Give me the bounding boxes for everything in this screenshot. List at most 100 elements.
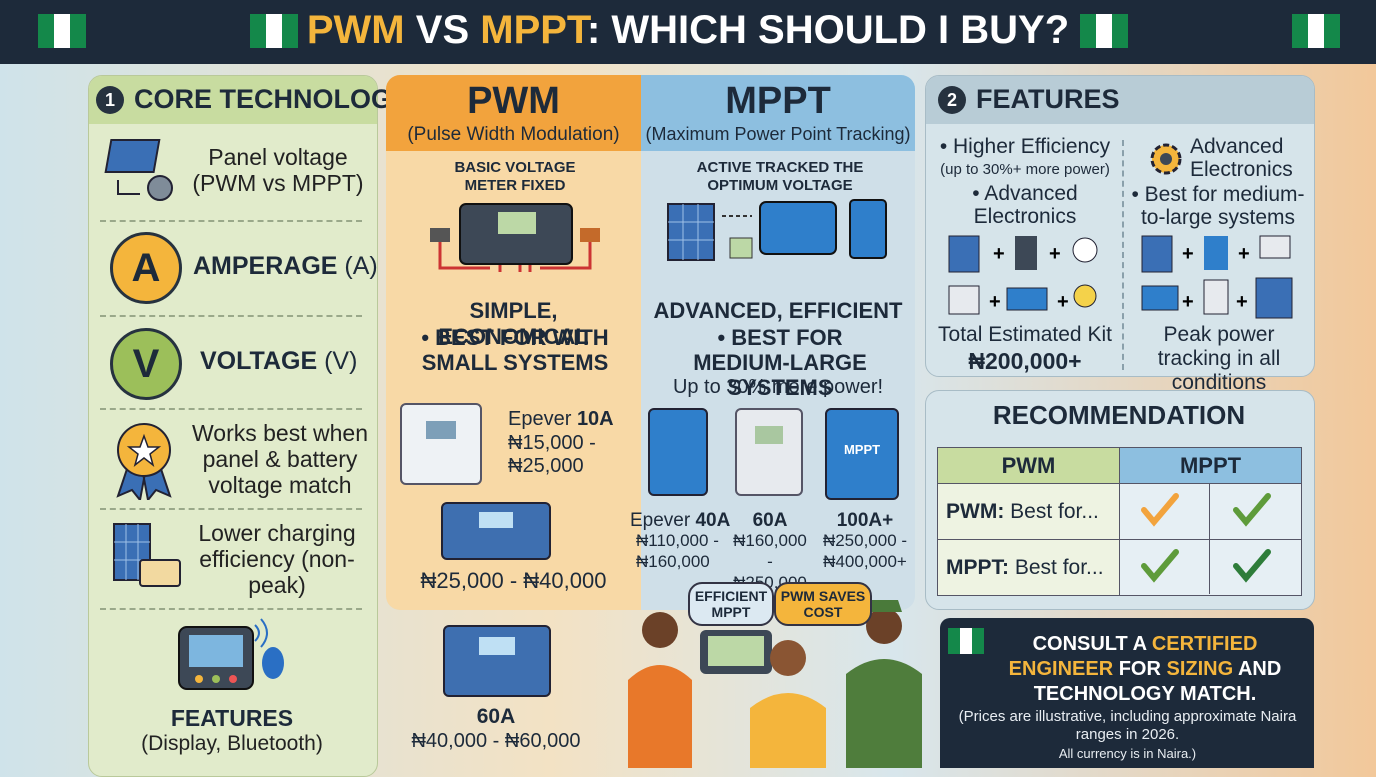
item-unit: (A) xyxy=(344,252,378,280)
item-title: FEATURES xyxy=(170,705,294,731)
speech-bubble: PWM SAVES COST xyxy=(774,582,872,626)
feature-text: • Higher Efficiency xyxy=(939,135,1111,158)
item-text: (Display, Bluetooth) xyxy=(141,732,323,755)
item-unit: (V) xyxy=(324,347,358,375)
badge-icon xyxy=(116,423,172,500)
rating: 60A xyxy=(752,510,788,531)
header-bar xyxy=(0,0,1376,64)
diagram-label: ACTIVE TRACKED THE OPTIMUM VOLTAGE xyxy=(696,159,864,194)
column-header: PWM xyxy=(937,447,1120,484)
pwm-diagram xyxy=(430,203,600,272)
price: ₦40,000 - ₦60,000 xyxy=(411,730,581,752)
row-label-text: Best for... xyxy=(1010,500,1099,523)
feature-text: Advanced Electronics xyxy=(1190,135,1293,181)
row-label-bold: PWM: xyxy=(946,500,1005,523)
amperage-icon: A xyxy=(110,232,182,304)
title-part: MPPT xyxy=(480,8,587,52)
consult-part: SIZING xyxy=(1166,658,1234,680)
svg-text:+: + xyxy=(993,243,1005,265)
mppt-title: MPPT xyxy=(725,80,831,122)
section-title: FEATURES xyxy=(976,84,1120,114)
cell xyxy=(1119,483,1302,540)
product-name: Epever 10A xyxy=(508,408,614,431)
peak-text: Peak power tracking in all conditions xyxy=(1157,323,1281,394)
charging-icon xyxy=(113,523,181,587)
svg-text:+: + xyxy=(1049,243,1061,265)
item-text: Works best when panel & battery voltage … xyxy=(192,420,368,498)
consult-text: CONSULT A CERTIFIED ENGINEER FOR SIZING … xyxy=(985,632,1305,707)
mppt-device xyxy=(735,408,803,496)
recommendation-title: RECOMMENDATION xyxy=(992,400,1246,430)
cell xyxy=(1119,539,1302,596)
item-text: Lower charging efficiency (non-peak) xyxy=(198,520,356,598)
row-label-bold: MPPT: xyxy=(946,556,1009,579)
item-text: VOLTAGE (V) xyxy=(200,347,357,376)
rating: 60A xyxy=(476,705,516,728)
kit-price: ₦200,000+ xyxy=(968,348,1082,374)
device-screen xyxy=(479,512,513,528)
flag xyxy=(1292,14,1340,48)
feature-text: • Best for medium-to-large systems xyxy=(1131,183,1305,229)
svg-text:+: + xyxy=(1238,243,1250,265)
pwm-device xyxy=(443,625,551,697)
row-label-text: Best for... xyxy=(1014,556,1104,579)
device-screen xyxy=(755,426,783,444)
brand: Epever xyxy=(508,408,572,430)
people-illustration xyxy=(628,600,922,768)
flag xyxy=(250,14,298,48)
title-part: VS xyxy=(415,8,470,52)
consult-part: CERTIFIED ENGINEER xyxy=(1008,633,1258,680)
flag xyxy=(38,14,86,48)
features-header xyxy=(926,76,1314,124)
price: ₦250,000 - ₦400,000+ xyxy=(822,531,908,571)
mppt-bullet: • BEST FOR MEDIUM-LARGE SYSTEMS xyxy=(693,325,867,400)
mppt-device: MPPT xyxy=(825,408,899,500)
feature-text: • Advanced Electronics xyxy=(972,182,1078,228)
features-panel xyxy=(925,75,1315,377)
kit-icons: + + + + xyxy=(948,235,1098,315)
mppt-header xyxy=(641,75,915,151)
row-label: PWM: Best for... xyxy=(937,483,1120,540)
section-number: 2 xyxy=(938,86,966,114)
pwm-device xyxy=(441,502,551,560)
diagram-label: BASIC VOLTAGE METER FIXED xyxy=(454,159,576,194)
check-mark xyxy=(1141,549,1179,583)
section-number: 1 xyxy=(96,86,124,114)
pwm-headline: SIMPLE, ECONOMICAL xyxy=(438,298,589,349)
display-icon xyxy=(178,618,284,690)
rating: 10A xyxy=(576,408,614,430)
mppt-device xyxy=(648,408,708,496)
product-name: Epever 40A xyxy=(630,510,730,532)
separator xyxy=(100,408,362,410)
check-mark xyxy=(1233,549,1271,583)
svg-text:+: + xyxy=(1236,291,1248,313)
mppt-headline: ADVANCED, EFFICIENT xyxy=(653,298,903,323)
item-title: VOLTAGE xyxy=(200,347,318,375)
rating: 100A+ xyxy=(836,510,894,531)
item-text: Panel voltage (PWM vs MPPT) xyxy=(192,144,364,196)
brand: Epever xyxy=(630,510,691,531)
gear-icon xyxy=(1150,143,1182,175)
core-header xyxy=(89,76,377,124)
row-label: MPPT: Best for... xyxy=(937,539,1120,596)
pwm-header xyxy=(386,75,641,151)
feature-note: (up to 30%+ more power) xyxy=(940,161,1110,178)
mppt-tagline: Up to 30% more power! xyxy=(672,376,884,398)
consult-note: All currency is in Naira.) xyxy=(1058,746,1197,761)
consult-part: CONSULT A xyxy=(1032,633,1147,655)
flag xyxy=(1080,14,1128,48)
kit-icons: + + + + xyxy=(1141,235,1293,319)
consult-note: (Prices are illustrative, including appr… xyxy=(958,708,1297,743)
pwm-bullet: • BEST FOR WITH SMALL SYSTEMS xyxy=(421,325,609,375)
pwm-title: PWM xyxy=(467,80,560,122)
check-mark xyxy=(1141,493,1179,527)
title-part: PWM xyxy=(306,8,405,52)
separator xyxy=(100,315,362,317)
separator xyxy=(100,220,362,222)
cell-divider xyxy=(1209,483,1210,594)
rating: 40A xyxy=(695,510,731,531)
separator xyxy=(100,608,362,610)
check-mark xyxy=(1233,493,1271,527)
